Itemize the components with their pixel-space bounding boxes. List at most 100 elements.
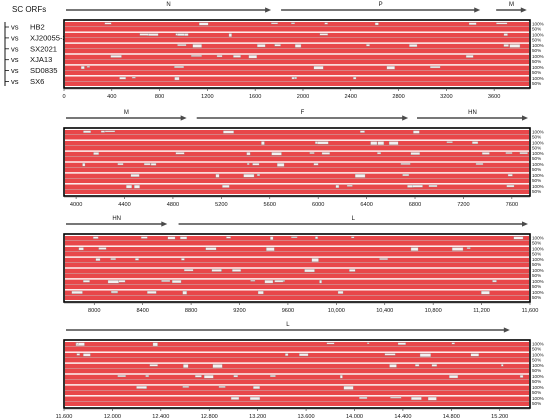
tick-label: 5600: [264, 202, 276, 208]
track-4: 100%50%: [65, 54, 544, 65]
identity-dip: [256, 174, 261, 177]
tick-label: 14,000: [346, 414, 363, 418]
identity-dip: [481, 152, 490, 155]
identity-dip: [506, 184, 515, 188]
gene-arrow-head: [265, 7, 272, 13]
identity-dip: [83, 353, 91, 357]
identity-dip: [76, 342, 79, 345]
identity-dip: [110, 55, 122, 58]
identity-dip: [326, 342, 335, 345]
identity-dip: [319, 280, 322, 284]
identity-dip: [126, 184, 132, 189]
comparison-name: XJ20055-3: [30, 33, 67, 42]
identity-dip: [451, 342, 455, 345]
identity-dip: [182, 386, 190, 388]
identity-dip: [274, 44, 281, 47]
identity-dip: [468, 22, 477, 25]
identity-dip: [276, 163, 285, 167]
gene-arrow-head: [161, 221, 168, 227]
identity-dip: [270, 236, 274, 240]
panel-3: HN L100%50%100%50%100%50%100%50%100%50%10…: [63, 216, 544, 314]
identity-dip: [139, 33, 149, 36]
identity-dip: [335, 184, 340, 189]
gene-arrow-head: [503, 327, 510, 333]
tick-label: 9600: [282, 308, 294, 314]
identity-dip: [152, 342, 158, 347]
identity-dip: [218, 386, 226, 388]
identity-dip: [110, 290, 118, 293]
tick-label: 12,400: [152, 414, 169, 418]
comparison-prefix: vs: [11, 44, 19, 53]
identity-dip: [427, 396, 437, 401]
identity-dip: [429, 66, 441, 69]
pct-label-50: 50%: [532, 178, 541, 183]
pct-label-50: 50%: [532, 346, 541, 351]
identity-dip: [82, 163, 86, 167]
identity-dip: [135, 258, 139, 261]
track-4: 100%50%: [65, 268, 544, 279]
identity-dip: [147, 290, 157, 294]
pct-label-50: 50%: [532, 134, 541, 139]
panel-2: M F HN100%50%100%50%100%50%100%50%100%50%1…: [63, 110, 544, 208]
identity-dip: [246, 163, 250, 165]
identity-dip: [192, 44, 202, 48]
identity-dip: [313, 163, 319, 166]
identity-dip: [82, 280, 90, 283]
tick-label: 1200: [201, 94, 213, 100]
comparison-name: SX6: [30, 77, 44, 86]
comparison-name: XJA13: [30, 55, 52, 64]
pct-label-100: 100%: [532, 279, 544, 284]
identity-dip: [271, 152, 282, 156]
comparison-name: HB2: [30, 23, 45, 32]
identity-dip: [519, 152, 528, 155]
gene-arrow-head: [402, 115, 409, 121]
identity-dip: [384, 353, 396, 356]
identity-dip: [183, 364, 189, 368]
identity-dip: [98, 247, 107, 250]
identity-dip: [232, 269, 242, 272]
identity-dip: [226, 236, 231, 239]
identity-dip: [470, 353, 480, 357]
tick-label: 15,200: [491, 414, 508, 418]
identity-dip: [143, 163, 151, 166]
identity-dip: [253, 386, 260, 389]
identity-dip: [149, 364, 158, 367]
gene-label: HN: [112, 216, 121, 222]
identity-dip: [492, 280, 497, 283]
pct-label-50: 50%: [532, 145, 541, 150]
identity-dip: [261, 141, 265, 145]
identity-dip: [351, 236, 355, 239]
identity-dip: [76, 353, 80, 356]
tick-label: 6800: [409, 202, 421, 208]
gene-n: N: [66, 2, 272, 13]
tick-label: 11,600: [522, 308, 539, 314]
track-1: 100%50%: [65, 341, 544, 352]
identity-dip: [93, 152, 99, 155]
tick-label: 10,800: [425, 308, 442, 314]
tick-label: 13,200: [249, 414, 266, 418]
track-6: 100%50%: [65, 76, 544, 86]
gene-p: P: [281, 2, 481, 13]
identity-dip: [317, 141, 329, 145]
identity-dip: [223, 130, 234, 134]
tick-label: 6000: [312, 202, 324, 208]
identity-dip: [150, 163, 157, 166]
identity-dip: [319, 33, 329, 36]
tick-label: 800: [155, 94, 164, 100]
tick-label: 2800: [392, 94, 404, 100]
pct-label-100: 100%: [532, 363, 544, 368]
tick-label: 6400: [360, 202, 372, 208]
comparison-item: vs SX2021: [5, 44, 57, 53]
identity-dip: [324, 22, 328, 25]
pct-label-50: 50%: [532, 156, 541, 161]
pct-label-100: 100%: [532, 290, 544, 295]
identity-dip: [291, 76, 295, 80]
pct-label-100: 100%: [532, 32, 544, 37]
identity-dip: [410, 152, 420, 155]
identity-dip: [92, 236, 99, 239]
track-3: 100%50%: [65, 363, 544, 374]
pct-label-50: 50%: [532, 59, 541, 64]
comparison-prefix: vs: [11, 33, 19, 42]
